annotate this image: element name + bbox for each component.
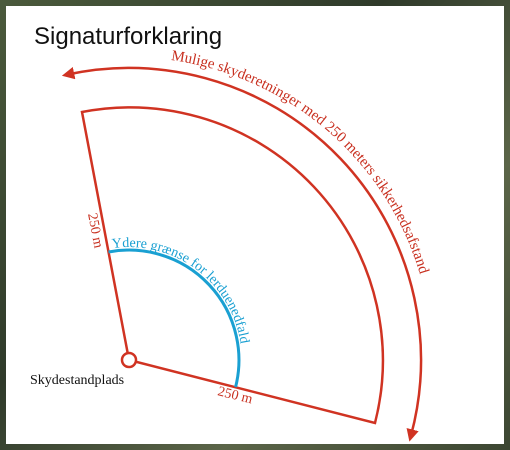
legend: Signaturforklaring Mulige skyderetninger… [0,0,510,450]
shooting-position [122,353,136,367]
position-label: Skydestandplads [30,373,124,388]
legend-title: Signaturforklaring [34,23,222,50]
page: Signaturforklaring Mulige skyderetninger… [0,0,510,450]
